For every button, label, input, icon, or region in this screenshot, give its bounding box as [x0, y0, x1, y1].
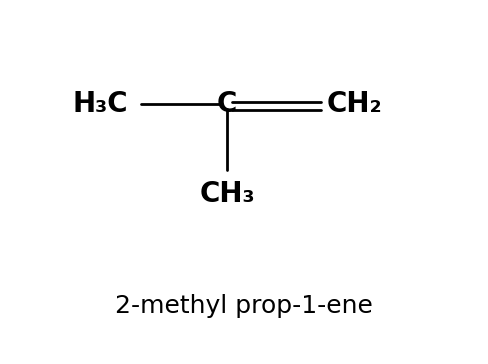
Text: C: C [217, 90, 237, 118]
Text: CH₂: CH₂ [326, 90, 382, 118]
Text: CH₃: CH₃ [200, 181, 255, 209]
Text: H₃C: H₃C [72, 90, 128, 118]
Text: 2-methyl prop-1-ene: 2-methyl prop-1-ene [115, 294, 373, 318]
